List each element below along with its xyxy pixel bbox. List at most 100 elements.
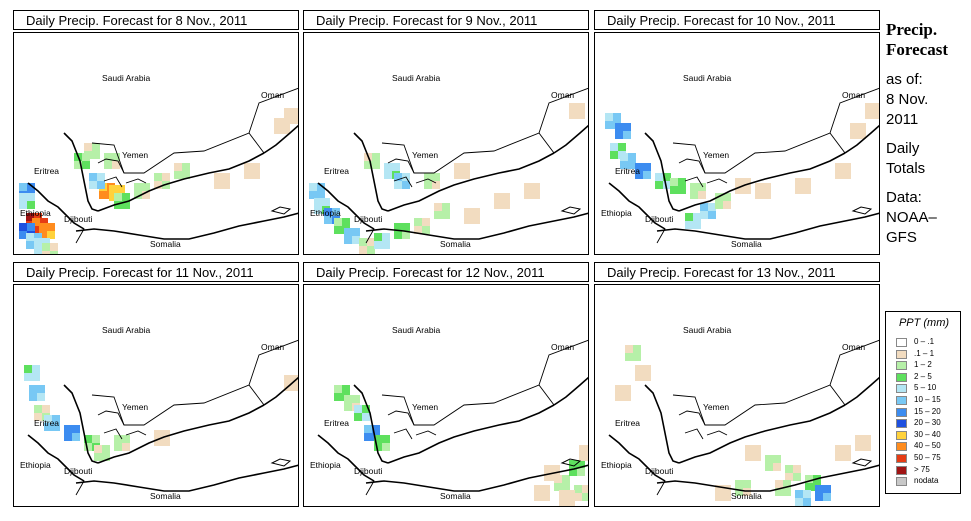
legend-swatch [896,477,907,487]
coastline [365,212,588,240]
precip-cell [414,226,422,234]
precip-cell [342,218,350,226]
precip-cell [793,473,801,481]
precip-cell [26,233,34,241]
country-label-eritrea: Eritrea [34,166,59,176]
asof-line2: 8 Nov. [886,91,929,108]
admin-border [381,87,588,174]
legend-swatch [896,430,907,440]
data-line2: NOAA– [886,209,937,226]
admin-border [387,158,415,174]
precip-cell [50,251,58,254]
precip-cell [858,131,866,139]
data-line3: GFS [886,229,917,246]
precip-cell [252,171,260,179]
island-outline [270,206,292,215]
precip-cell [462,171,470,179]
precip-cell [567,490,575,498]
country-label-eritrea: Eritrea [34,418,59,428]
precip-cells [615,345,871,506]
legend-swatch [896,419,907,429]
precip-cells [605,103,879,229]
precip-cell [402,231,410,239]
precip-cell [32,226,40,234]
legend-label: 40 – 50 [914,441,941,451]
admin-border [706,430,728,436]
coastline [656,464,879,492]
admin-border [248,384,265,406]
precip-cell [567,498,575,506]
legend-swatch [896,349,907,359]
forecast-panel-nov-10: Daily Precip. Forecast for 10 Nov., 2011… [594,10,880,255]
precip-cell [34,233,42,241]
precip-cell [44,423,52,431]
precip-cell [502,201,510,209]
precip-cell [424,173,432,181]
precip-cell [803,498,811,506]
precip-cell [815,493,823,501]
admin-border [73,222,85,244]
precip-map: Saudi Arabia Oman Yemen Eritrea Ethiopia Djib… [594,32,880,255]
admin-border [393,176,413,188]
admin-border [415,430,437,436]
precip-cell [850,131,858,139]
precip-cell [214,181,222,189]
legend-label: 10 – 15 [914,395,941,404]
precip-cell [122,193,130,201]
precip-cell [723,201,731,209]
precip-cell [643,365,651,373]
coastline [97,404,265,464]
precip-cell [755,191,763,199]
admin-border [91,339,298,426]
precip-cell [122,443,130,451]
coastline [365,464,588,492]
precip-cell [678,186,686,194]
precip-cell [743,186,751,194]
legend-label: .1 – 1 [914,348,935,358]
coastline [75,464,298,492]
precip-cell [663,173,671,181]
precip-cell [174,171,182,179]
precip-cell [24,365,32,373]
precip-cell [613,113,621,121]
precip-cell [42,238,50,246]
coastline [678,404,846,464]
precip-cell [743,480,751,488]
precip-cell [142,191,150,199]
precip-cell [372,425,380,433]
precip-cell [579,453,587,461]
precip-cell [34,213,42,221]
precip-cell [19,193,27,201]
precip-cell [773,463,781,471]
precip-cell [40,218,48,226]
precip-cell [162,173,170,181]
precip-cell [542,493,550,501]
country-label-eritrea: Eritrea [615,166,640,176]
precip-cell [795,498,803,506]
precip-cell [142,183,150,191]
precip-cell [620,161,628,169]
precip-cell [462,163,470,171]
admin-border [654,222,666,244]
country-label-saudi-arabia: Saudi Arabia [392,325,440,335]
precip-cell [324,208,332,216]
legend-label: 50 – 75 [914,453,941,462]
precip-cell [19,231,27,239]
precip-cell [773,455,781,463]
panel-title: Daily Precip. Forecast for 9 Nov., 2011 [303,10,589,30]
precip-cell [464,208,472,216]
precip-cell [29,393,37,401]
precip-cell [815,485,823,493]
admin-border [706,178,728,184]
precip-cell [554,475,562,483]
map-svg: Saudi Arabia Oman Yemen Eritrea Ethiopia Djib… [601,73,879,249]
precip-cell [434,211,442,219]
precip-cell [174,163,182,171]
coastline [353,384,389,464]
precip-cell [803,490,811,498]
panel-title: Daily Precip. Forecast for 12 Nov., 2011 [303,262,589,282]
precip-cells [19,108,298,254]
precip-cell [735,178,743,186]
precip-cell [865,111,873,119]
